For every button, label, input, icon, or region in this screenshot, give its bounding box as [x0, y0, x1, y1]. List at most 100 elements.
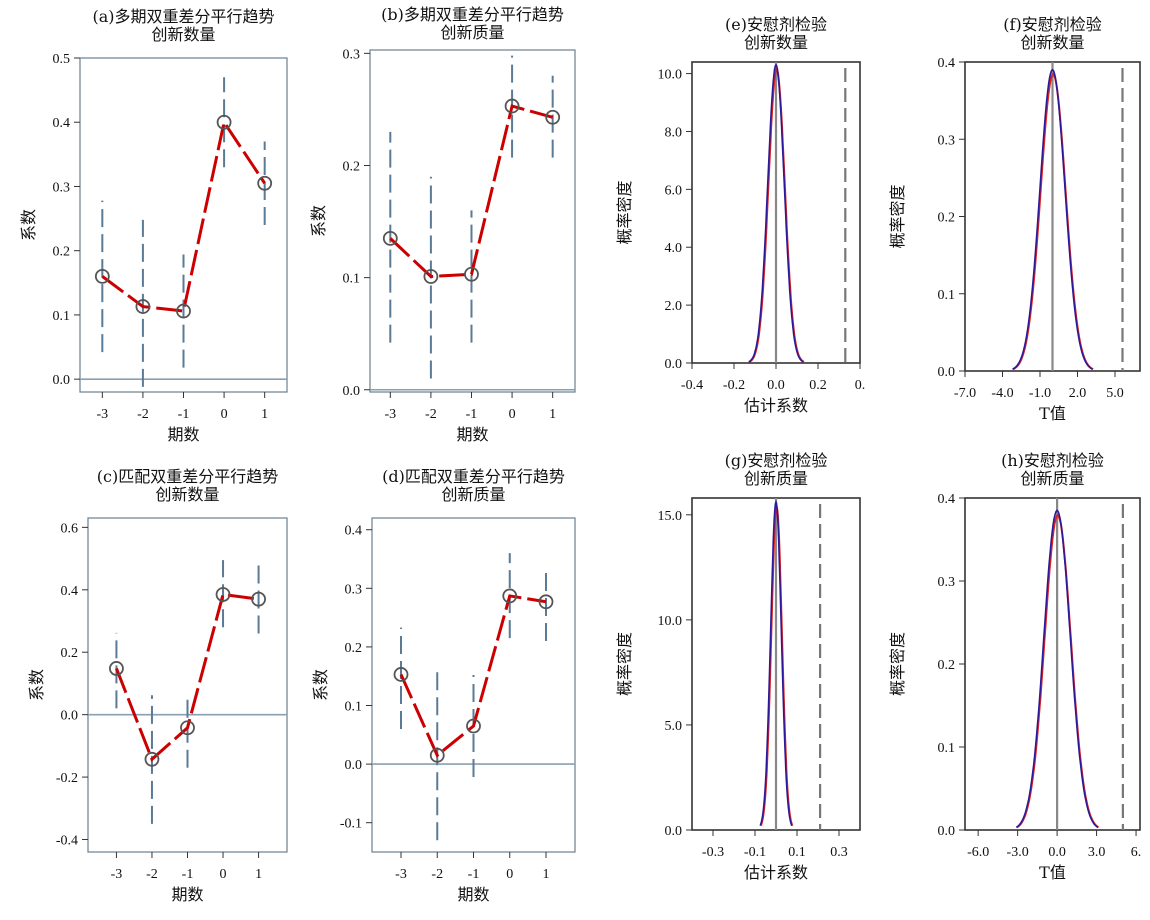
y-tick-label: 0.1	[938, 741, 956, 756]
y-tick-label: 0.4	[938, 492, 956, 507]
plot-frame	[87, 517, 288, 853]
panel-subtitle: 创新质量	[744, 469, 808, 488]
y-tick-label: 0.1	[938, 288, 956, 303]
data-point	[216, 114, 232, 130]
panel-title: (h)安慰剂检验	[1001, 451, 1104, 470]
x-tick-label: 0	[506, 867, 513, 882]
y-axis-label: 系数	[311, 669, 330, 701]
kernel-density-curve	[1012, 68, 1093, 370]
y-tick-label: 0.2	[61, 646, 79, 661]
y-tick-label: 0.3	[938, 133, 956, 148]
x-tick-label: -2	[137, 407, 149, 422]
data-point	[502, 588, 518, 604]
y-tick-label: 0.5	[53, 52, 71, 67]
data-point	[176, 303, 191, 319]
x-axis-label: 期数	[456, 425, 488, 444]
y-tick-label: 6.0	[665, 183, 683, 198]
y-tick-label: 0.0	[53, 373, 71, 388]
x-axis-label: 估计系数	[744, 863, 808, 882]
x-tick-label: -4.0	[991, 386, 1013, 401]
y-tick-label: 0.2	[53, 245, 71, 260]
panel-title: (b)多期双重差分平行趋势	[381, 5, 564, 24]
data-point	[257, 175, 273, 191]
x-tick-label: -0.4	[681, 378, 703, 393]
x-tick-label: -2	[146, 867, 158, 882]
data-point	[538, 594, 554, 610]
data-point	[393, 667, 409, 682]
y-tick-label: 0.4	[938, 56, 956, 71]
y-tick-label: 5.0	[665, 719, 683, 734]
panel-subtitle: 创新质量	[1020, 469, 1084, 488]
data-point	[144, 751, 160, 767]
y-tick-label: 0.4	[345, 524, 363, 539]
y-tick-label: 4.0	[665, 241, 683, 256]
y-tick-label: 0.0	[665, 357, 683, 372]
data-point	[466, 718, 481, 734]
y-tick-label: 0.3	[345, 582, 363, 597]
y-tick-label: 0.0	[61, 709, 79, 724]
x-tick-label: -3.0	[1007, 845, 1029, 860]
coefficient-line	[115, 592, 259, 762]
data-point	[94, 268, 110, 284]
y-axis-label: 概率密度	[615, 180, 634, 244]
panel-title: (a)多期双重差分平行趋势	[92, 7, 274, 26]
y-tick-label: 0.1	[53, 309, 71, 324]
panel-subtitle: 创新质量	[440, 23, 504, 42]
panel-title: (c)匹配双重差分平行趋势	[97, 467, 278, 486]
y-tick-label: 0.0	[345, 758, 363, 773]
y-tick-label: 0.0	[665, 824, 683, 839]
data-point	[135, 299, 151, 314]
y-axis-label: 系数	[19, 209, 38, 241]
x-tick-label: -0.1	[744, 845, 766, 860]
x-axis-label: T值	[1039, 863, 1066, 882]
x-tick-label: 0	[221, 407, 228, 422]
x-tick-label: -0.3	[702, 845, 724, 860]
x-tick-label: 0.0	[1048, 845, 1066, 860]
y-axis-label: 概率密度	[888, 184, 907, 248]
y-tick-label: 0.4	[61, 584, 79, 599]
x-tick-label: 0	[509, 407, 516, 422]
panel-title: (g)安慰剂检验	[725, 451, 828, 470]
data-point	[215, 587, 231, 602]
panel-subtitle: 创新数量	[744, 33, 808, 52]
y-tick-label: 0.0	[343, 384, 361, 399]
x-tick-label: 0.0	[767, 378, 785, 393]
panel-subtitle: 创新数量	[155, 485, 219, 504]
y-tick-label: -0.4	[56, 834, 78, 849]
x-tick-label: -2	[425, 407, 437, 422]
data-point	[504, 98, 520, 114]
x-tick-label: 0.2	[809, 378, 827, 393]
x-tick-label: -6.0	[967, 845, 989, 860]
panel-title: (d)匹配双重差分平行趋势	[382, 467, 565, 486]
x-axis-label: 估计系数	[744, 396, 808, 415]
y-axis-label: 系数	[27, 669, 46, 701]
x-tick-label: 3.0	[1088, 845, 1106, 860]
data-point	[545, 109, 561, 125]
y-tick-label: 15.0	[658, 509, 683, 524]
y-tick-label: 0.4	[53, 116, 71, 131]
x-tick-label: 0	[220, 867, 227, 882]
y-tick-label: 0.1	[345, 700, 363, 715]
x-tick-label: -7.0	[954, 386, 976, 401]
kernel-density-curve	[1015, 509, 1099, 829]
x-axis-label: 期数	[167, 425, 199, 444]
y-tick-label: 0.2	[345, 641, 363, 656]
x-tick-label: -3	[384, 407, 396, 422]
x-tick-label: 0.	[855, 378, 866, 393]
x-tick-label: 2.0	[1069, 386, 1087, 401]
x-tick-label: -1	[182, 867, 194, 882]
x-tick-label: -3	[96, 407, 108, 422]
data-point	[382, 230, 398, 246]
x-tick-label: 0.1	[788, 845, 806, 860]
y-tick-label: 0.1	[343, 272, 361, 287]
kernel-density-curve	[748, 63, 804, 363]
x-tick-label: 6.	[1131, 845, 1142, 860]
y-tick-label: 0.0	[938, 824, 956, 839]
y-axis-label: 概率密度	[888, 632, 907, 696]
